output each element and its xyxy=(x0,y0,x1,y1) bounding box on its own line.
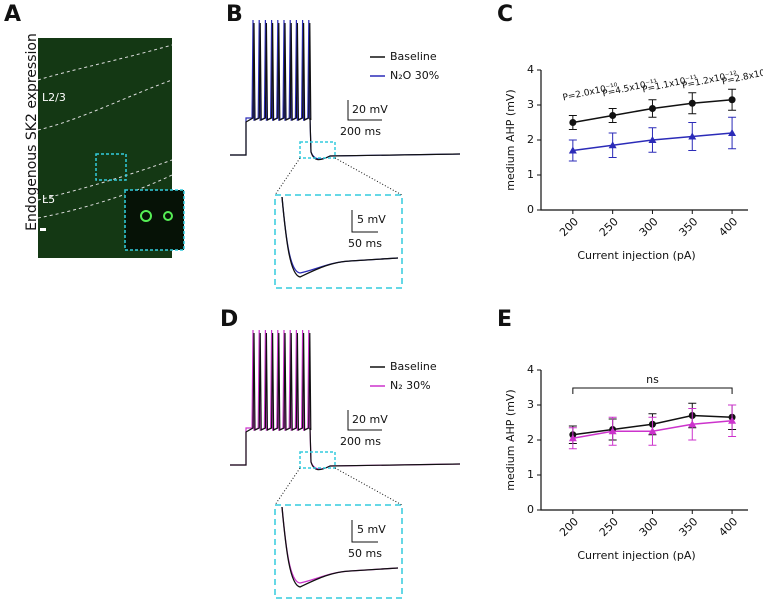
y-tick-label: 3 xyxy=(527,398,534,411)
point xyxy=(608,427,617,435)
panel-label: A xyxy=(4,2,21,27)
x-axis-label: Current injection (pA) xyxy=(577,549,695,562)
scale-label: 200 ms xyxy=(340,435,381,448)
legend-label: Baseline xyxy=(390,50,437,63)
point xyxy=(648,105,656,112)
axis-label: Endogenous SK2 expression xyxy=(24,33,40,231)
legend-label: N₂ 30% xyxy=(390,379,431,392)
scale-label: 50 ms xyxy=(348,547,382,560)
zoom-box xyxy=(299,451,336,469)
bracket xyxy=(572,387,733,394)
point xyxy=(608,141,617,149)
scale-bar xyxy=(40,228,46,231)
panel-label: B xyxy=(226,2,243,27)
annotation: P=2.8x10⁻¹² xyxy=(721,66,763,88)
scale-label: 5 mV xyxy=(357,213,386,226)
panel-label: C xyxy=(497,2,513,27)
x-tick-label: 350 xyxy=(676,515,700,539)
inset xyxy=(124,189,185,251)
x-tick-label: 200 xyxy=(557,215,581,239)
y-tick-label: 1 xyxy=(527,468,534,481)
zoom-box xyxy=(274,194,403,289)
point xyxy=(648,136,657,143)
scale-label: 20 mV xyxy=(352,103,388,116)
y-tick-label: 2 xyxy=(527,133,534,146)
point xyxy=(688,420,697,428)
zoom-line xyxy=(274,157,403,196)
point xyxy=(648,427,657,435)
y-tick-label: 0 xyxy=(527,503,534,516)
legend-label: N₂O 30% xyxy=(390,69,439,82)
scale-label: 50 ms xyxy=(348,237,382,250)
x-tick-label: 250 xyxy=(597,215,621,239)
y-tick-label: 0 xyxy=(527,203,534,216)
point xyxy=(609,112,617,119)
trace xyxy=(230,19,461,160)
annotation: ns xyxy=(646,373,659,386)
x-tick-label: 200 xyxy=(557,515,581,539)
zoom-box xyxy=(299,141,336,159)
scale-bar xyxy=(347,410,382,543)
layer-boundary xyxy=(37,44,173,219)
trace xyxy=(230,329,461,470)
zoom-box xyxy=(274,504,403,599)
x-tick-label: 250 xyxy=(597,515,621,539)
cell xyxy=(140,210,152,222)
point xyxy=(728,416,737,424)
scale-label: 200 ms xyxy=(340,125,381,138)
point xyxy=(569,119,577,126)
cell xyxy=(163,211,173,221)
x-axis-label: Current injection (pA) xyxy=(577,249,695,262)
x-tick-label: 400 xyxy=(716,215,740,239)
zoom-line xyxy=(274,467,403,506)
layer-label: L5 xyxy=(42,193,55,206)
point xyxy=(688,132,697,140)
panel-label: E xyxy=(497,307,512,332)
point xyxy=(728,96,736,104)
panel-label: D xyxy=(220,307,238,332)
zoom-box xyxy=(95,153,127,181)
point xyxy=(728,129,737,136)
x-tick-label: 300 xyxy=(637,515,661,539)
x-tick-label: 350 xyxy=(676,215,700,239)
y-axis-label: medium AHP (mV) xyxy=(504,389,517,490)
y-tick-label: 1 xyxy=(527,168,534,181)
point xyxy=(568,434,577,442)
scale-label: 5 mV xyxy=(357,523,386,536)
y-tick-label: 3 xyxy=(527,98,534,111)
trace-zoom xyxy=(281,506,399,588)
point xyxy=(688,99,696,107)
scale-bar xyxy=(347,100,382,233)
trace-zoom xyxy=(281,196,399,278)
x-tick-label: 400 xyxy=(716,515,740,539)
scale-label: 20 mV xyxy=(352,413,388,426)
y-axis-label: medium AHP (mV) xyxy=(504,89,517,190)
point xyxy=(568,146,577,154)
legend-label: Baseline xyxy=(390,360,437,373)
y-tick-label: 4 xyxy=(527,63,534,76)
y-tick-label: 4 xyxy=(527,363,534,376)
layer-label: L2/3 xyxy=(42,91,66,104)
y-tick-label: 2 xyxy=(527,433,534,446)
x-tick-label: 300 xyxy=(637,215,661,239)
